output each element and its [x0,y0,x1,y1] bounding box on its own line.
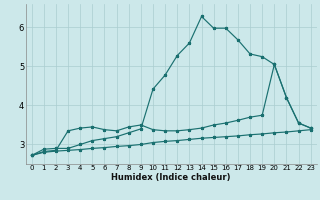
X-axis label: Humidex (Indice chaleur): Humidex (Indice chaleur) [111,173,231,182]
